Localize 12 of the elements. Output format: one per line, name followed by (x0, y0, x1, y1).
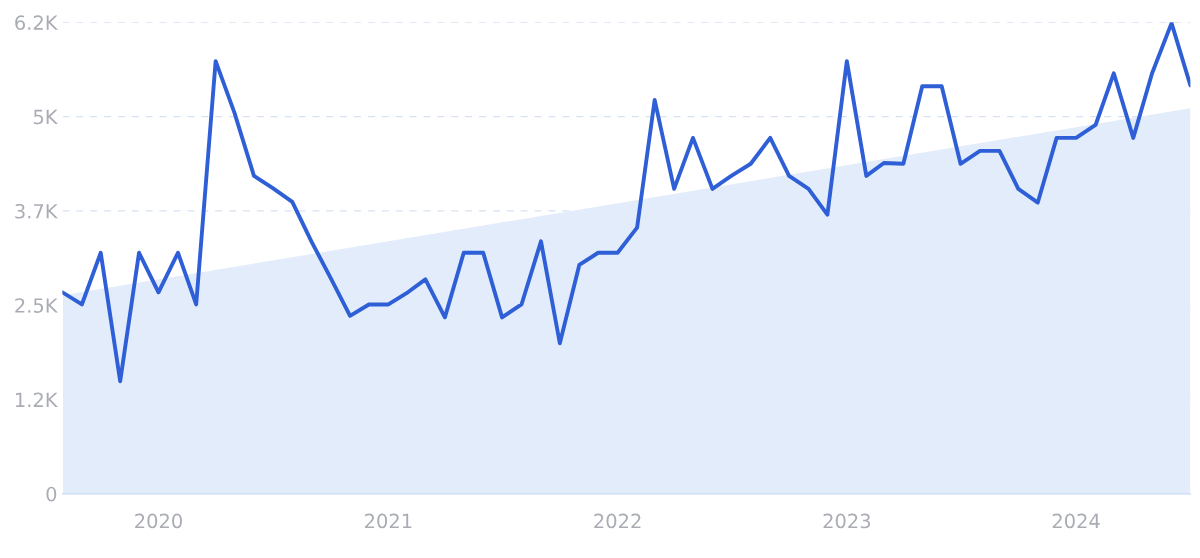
x-tick-label: 2023 (823, 513, 871, 529)
y-tick-label: 6.2K (15, 15, 58, 30)
x-tick-label: 2020 (135, 513, 182, 529)
y-tick-label: 2.5K (15, 298, 58, 313)
line-series (62, 22, 1191, 384)
y-tick-label: 5K (33, 109, 58, 125)
x-tick-label: 2024 (1052, 513, 1100, 529)
x-tick-label: 2021 (365, 513, 412, 529)
y-tick-label: 0 (46, 486, 57, 502)
x-tick-label: 2022 (594, 513, 641, 529)
y-tick-label: 3.7K (15, 203, 58, 219)
y-tick-label: 1.2K (16, 392, 58, 407)
